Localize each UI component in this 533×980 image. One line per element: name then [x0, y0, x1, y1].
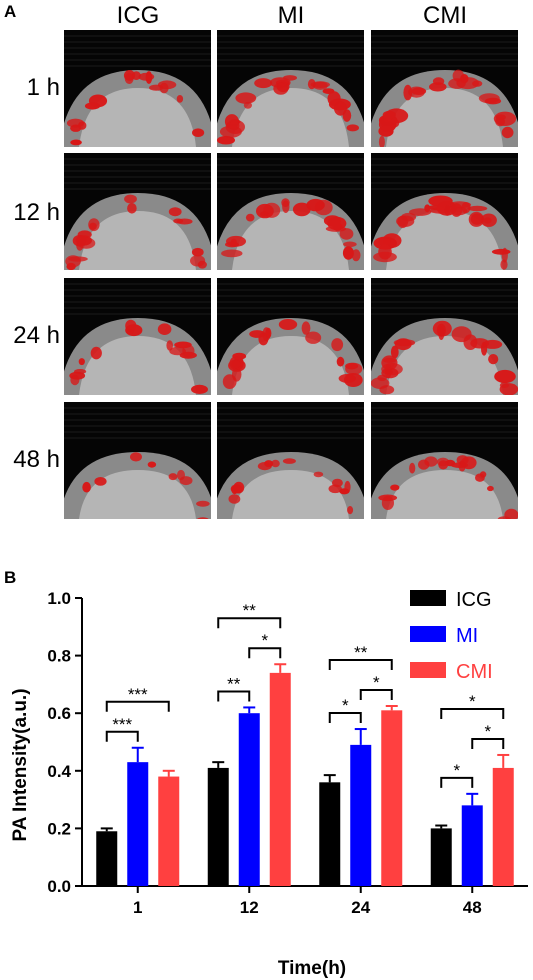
legend-swatch-cmi	[410, 662, 446, 678]
row-header-48h: 48 h	[13, 446, 60, 473]
pa-image-icg-12h	[64, 153, 211, 270]
significance-label: ***	[128, 685, 148, 704]
significance-bracket	[105, 700, 170, 712]
row-header-12h: 12 h	[13, 199, 60, 226]
bar-mi-24	[350, 744, 372, 886]
bar-mi-1	[127, 762, 149, 886]
y-tick-label: 0.8	[47, 647, 71, 666]
y-tick-label: 0.4	[47, 762, 71, 781]
bar-cmi-48	[492, 767, 514, 886]
column-header-icg: ICG	[116, 2, 160, 29]
bar-mi-48	[461, 805, 483, 886]
significance-label: *	[342, 696, 349, 715]
panel-a-letter: A	[4, 2, 17, 21]
significance-bracket	[440, 776, 474, 788]
bar-icg-12	[207, 767, 229, 886]
pa-image-mi-48h	[217, 402, 364, 519]
pa-image-cmi-12h	[371, 153, 518, 270]
legend-label-mi: MI	[456, 625, 478, 647]
significance-bracket	[328, 659, 393, 670]
y-tick-label: 1.0	[47, 589, 71, 608]
significance-label: *	[469, 692, 476, 711]
legend-swatch-icg	[410, 590, 446, 606]
bar-cmi-1	[158, 776, 180, 886]
significance-bracket	[105, 730, 139, 742]
bar-mi-12	[238, 713, 260, 886]
significance-bracket	[217, 617, 282, 629]
bar-cmi-12	[269, 672, 291, 886]
significance-bracket	[217, 690, 251, 702]
significance-label: *	[261, 631, 268, 650]
x-tick-label: 48	[463, 898, 482, 917]
significance-label: *	[484, 722, 491, 741]
x-tick-label: 24	[351, 898, 370, 917]
significance-label: *	[453, 761, 460, 780]
significance-bracket	[440, 707, 505, 719]
x-axis-label: Time(h)	[278, 958, 346, 979]
row-header-24h: 24 h	[13, 322, 60, 349]
pa-image-cmi-24h	[371, 278, 518, 395]
significance-bracket	[328, 712, 362, 724]
y-tick-label: 0.6	[47, 704, 71, 723]
legend-swatch-mi	[410, 626, 446, 642]
pa-image-cmi-48h	[371, 402, 518, 519]
y-axis-label: PA Intensity(a.u.)	[10, 688, 31, 841]
bar-icg-1	[96, 831, 118, 886]
significance-bracket	[359, 689, 393, 700]
pa-image-mi-12h	[217, 153, 364, 270]
pa-image-icg-48h	[64, 402, 211, 519]
significance-label: **	[227, 674, 241, 693]
row-header-1h: 1 h	[26, 74, 60, 101]
legend-label-icg: ICG	[456, 589, 492, 611]
legend-label-cmi: CMI	[456, 661, 493, 683]
panel-b-letter: B	[4, 568, 17, 587]
pa-image-icg-1h	[64, 30, 211, 147]
bar-icg-24	[319, 782, 341, 886]
significance-bracket	[248, 647, 282, 659]
y-tick-label: 0.0	[47, 877, 71, 896]
pa-image-cmi-1h	[371, 30, 518, 147]
pa-image-icg-24h	[64, 278, 211, 395]
column-header-cmi: CMI	[423, 2, 467, 29]
pa-image-mi-1h	[217, 30, 364, 147]
column-header-mi: MI	[277, 2, 305, 29]
significance-label: *	[373, 673, 380, 692]
bar-cmi-24	[381, 710, 403, 886]
y-tick-label: 0.2	[47, 819, 71, 838]
significance-label: ***	[112, 715, 132, 734]
bar-icg-48	[430, 828, 452, 886]
significance-label: **	[354, 643, 368, 662]
x-tick-label: 12	[240, 898, 259, 917]
significance-label: **	[243, 601, 257, 620]
pa-intensity-bar-chart: 0.00.20.40.60.81.01 12 24 48 **************…	[10, 589, 528, 979]
x-tick-label: 1	[133, 898, 142, 917]
significance-bracket	[471, 737, 505, 749]
pa-image-mi-24h	[217, 278, 364, 395]
